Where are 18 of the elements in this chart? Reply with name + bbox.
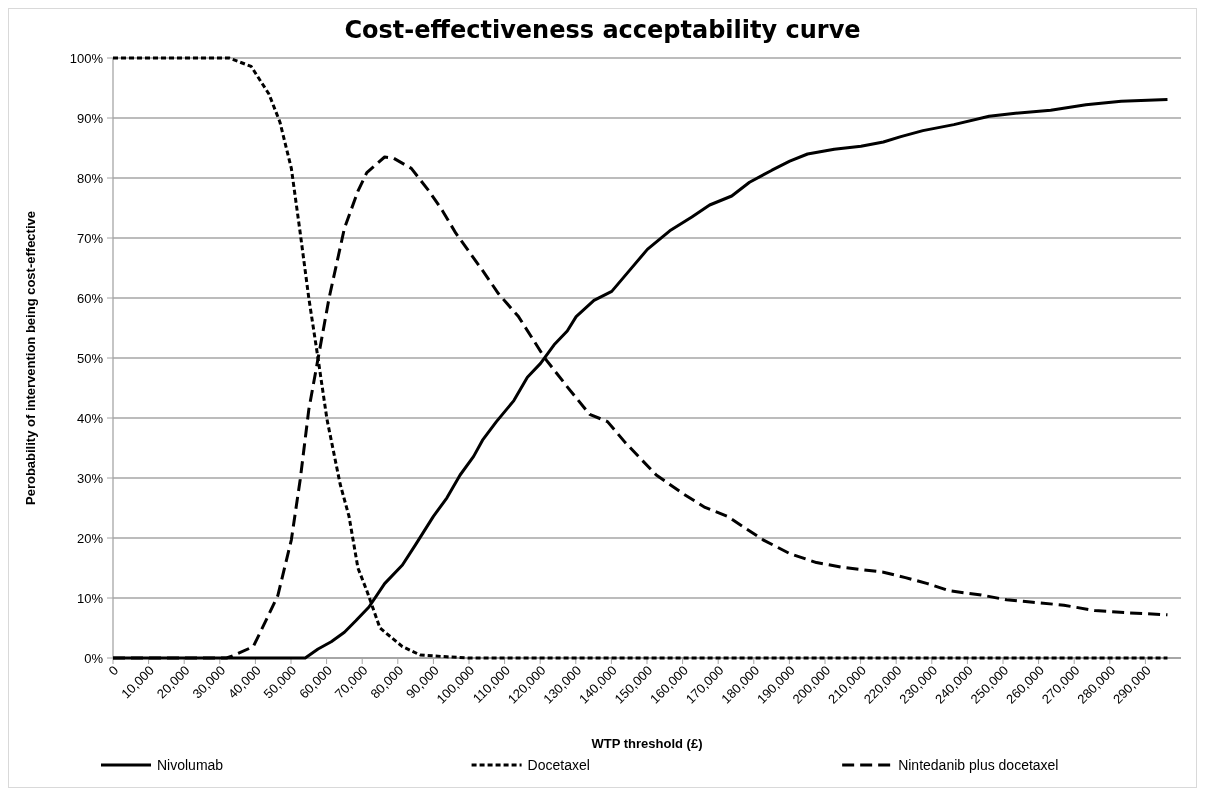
y-tick-label: 100%	[69, 50, 104, 66]
y-tick-label: 80%	[76, 170, 104, 186]
y-axis-title: Perobability of intervention being cost-effective	[23, 211, 38, 505]
y-tick-label: 40%	[76, 410, 104, 426]
x-tick-label: 0	[105, 662, 122, 679]
y-tick-label: 70%	[76, 230, 104, 246]
y-tick-label: 90%	[76, 110, 104, 126]
x-axis-title: WTP threshold (£)	[591, 736, 703, 751]
legend-label: Nivolumab	[157, 756, 224, 773]
chart-title: Cost-effectiveness acceptability curve	[344, 16, 861, 45]
y-tick-label: 30%	[76, 470, 104, 486]
y-tick-label: 0%	[84, 650, 104, 666]
y-tick-label: 20%	[76, 530, 104, 546]
y-tick-label: 10%	[76, 590, 104, 606]
legend-label: Nintedanib plus docetaxel	[898, 756, 1059, 773]
y-tick-label: 60%	[76, 290, 104, 306]
legend-label: Docetaxel	[527, 756, 590, 773]
y-tick-label: 50%	[76, 350, 104, 366]
